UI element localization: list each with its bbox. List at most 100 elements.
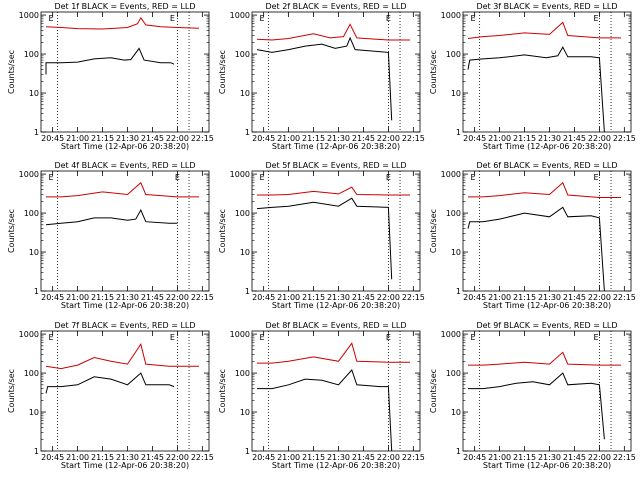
event-marker-label: E	[470, 333, 475, 342]
x-tick-label: 22:00	[166, 293, 189, 302]
x-axis-label: Start Time (12-Apr-06 20:38:20)	[483, 461, 611, 470]
y-tick-label: 1	[34, 128, 39, 137]
y-tick-label: 1000	[441, 330, 461, 339]
event-marker-label: E	[259, 333, 264, 342]
series-line-lld	[257, 186, 410, 196]
x-axis-label: Start Time (12-Apr-06 20:38:20)	[61, 461, 189, 470]
y-tick-label: 100	[446, 369, 461, 378]
detector-panel-2: Det 2f BLACK = Events, RED = LLD Counts/s…	[218, 2, 425, 151]
series-line-lld	[46, 181, 199, 198]
x-tick-label: 21:15	[513, 453, 536, 462]
series-line-lld	[468, 351, 621, 366]
detector-panel-6: Det 6f BLACK = Events, RED = LLD Counts/s…	[429, 161, 636, 310]
plot-frame	[40, 330, 210, 452]
y-tick-label: 10	[29, 89, 39, 98]
x-tick-label: 22:00	[166, 453, 189, 462]
series-line-lld	[256, 23, 410, 41]
x-tick-label: 22:15	[613, 293, 636, 302]
y-tick-label: 1000	[441, 170, 461, 179]
x-tick-label: 22:00	[588, 453, 611, 462]
x-axis-label: Start Time (12-Apr-06 20:38:20)	[61, 142, 189, 151]
x-tick-label: 22:15	[402, 134, 425, 143]
y-tick-label: 100	[446, 50, 461, 59]
x-tick-label: 20:45	[463, 293, 486, 302]
y-tick-label: 10	[451, 248, 461, 257]
event-marker-label: E	[386, 333, 391, 342]
x-tick-label: 20:45	[463, 453, 486, 462]
event-marker-label: E	[259, 173, 264, 182]
plot-frame	[251, 170, 421, 292]
x-tick-label: 21:45	[141, 453, 164, 462]
event-marker-label: E	[175, 173, 180, 182]
x-tick-label: 21:00	[66, 453, 89, 462]
x-tick-label: 20:45	[41, 134, 64, 143]
x-tick-label: 22:15	[191, 453, 214, 462]
x-tick-label: 22:15	[191, 293, 214, 302]
y-tick-label: 1	[245, 128, 250, 137]
series-line-events	[468, 372, 605, 440]
plot-frame	[40, 11, 210, 133]
x-tick-label: 21:30	[116, 453, 139, 462]
x-tick-label: 21:15	[302, 453, 325, 462]
x-tick-label: 21:15	[302, 134, 325, 143]
y-axis-label: Counts/sec	[7, 369, 16, 413]
x-tick-label: 21:45	[352, 134, 375, 143]
series-line-lld	[468, 181, 621, 198]
x-tick-label: 21:45	[352, 453, 375, 462]
series-line-events	[45, 372, 175, 394]
x-tick-label: 21:15	[91, 134, 114, 143]
series-line-events	[45, 208, 178, 226]
event-marker-label: E	[48, 14, 53, 23]
panel-title: Det 3f BLACK = Events, RED = LLD	[476, 2, 617, 11]
y-tick-label: 10	[29, 408, 39, 417]
x-tick-label: 21:00	[488, 134, 511, 143]
event-marker-label: E	[470, 173, 475, 182]
x-tick-label: 20:45	[41, 293, 64, 302]
x-tick-label: 21:45	[563, 134, 586, 143]
x-tick-label: 21:15	[91, 293, 114, 302]
y-tick-label: 10	[240, 408, 250, 417]
event-marker-label: E	[259, 14, 264, 23]
plot-frame	[462, 11, 632, 133]
x-tick-label: 20:45	[41, 453, 64, 462]
detector-panel-4: Det 4f BLACK = Events, RED = LLD Counts/s…	[7, 161, 214, 310]
x-axis-label: Start Time (12-Apr-06 20:38:20)	[483, 142, 611, 151]
y-tick-label: 1000	[230, 330, 250, 339]
y-tick-label: 100	[24, 50, 39, 59]
y-tick-label: 1	[456, 128, 461, 137]
x-tick-label: 20:45	[463, 134, 486, 143]
detector-panel-7: Det 7f BLACK = Events, RED = LLD Counts/s…	[7, 321, 214, 470]
series-line-events	[467, 46, 605, 133]
x-tick-label: 20:45	[252, 453, 275, 462]
y-tick-label: 100	[235, 369, 250, 378]
y-tick-label: 10	[240, 248, 250, 257]
x-tick-label: 20:45	[252, 134, 275, 143]
y-axis-label: Counts/sec	[7, 50, 16, 94]
x-tick-label: 21:30	[538, 453, 561, 462]
y-tick-label: 1000	[19, 170, 39, 179]
y-tick-label: 100	[24, 369, 39, 378]
detector-panel-8: Det 8f BLACK = Events, RED = LLD Counts/s…	[218, 321, 425, 470]
event-marker-label: E	[48, 333, 53, 342]
x-tick-label: 21:15	[513, 293, 536, 302]
y-axis-label: Counts/sec	[218, 209, 227, 253]
panel-title: Det 2f BLACK = Events, RED = LLD	[265, 2, 406, 11]
event-marker-label: E	[594, 14, 599, 23]
x-tick-label: 21:15	[302, 293, 325, 302]
x-tick-label: 21:00	[66, 134, 89, 143]
event-marker-label: E	[386, 173, 391, 182]
plot-frame	[251, 330, 421, 452]
x-tick-label: 22:15	[402, 453, 425, 462]
series-line-lld	[45, 342, 199, 370]
x-tick-label: 21:15	[513, 134, 536, 143]
y-tick-label: 10	[240, 89, 250, 98]
x-tick-label: 20:45	[252, 293, 275, 302]
x-tick-label: 21:00	[66, 293, 89, 302]
event-marker-label: E	[470, 14, 475, 23]
y-axis-label: Counts/sec	[429, 369, 438, 413]
x-axis-label: Start Time (12-Apr-06 20:38:20)	[483, 301, 611, 310]
y-tick-label: 1	[456, 447, 461, 456]
x-tick-label: 21:15	[91, 453, 114, 462]
y-tick-label: 1	[245, 447, 250, 456]
x-axis-label: Start Time (12-Apr-06 20:38:20)	[272, 461, 400, 470]
